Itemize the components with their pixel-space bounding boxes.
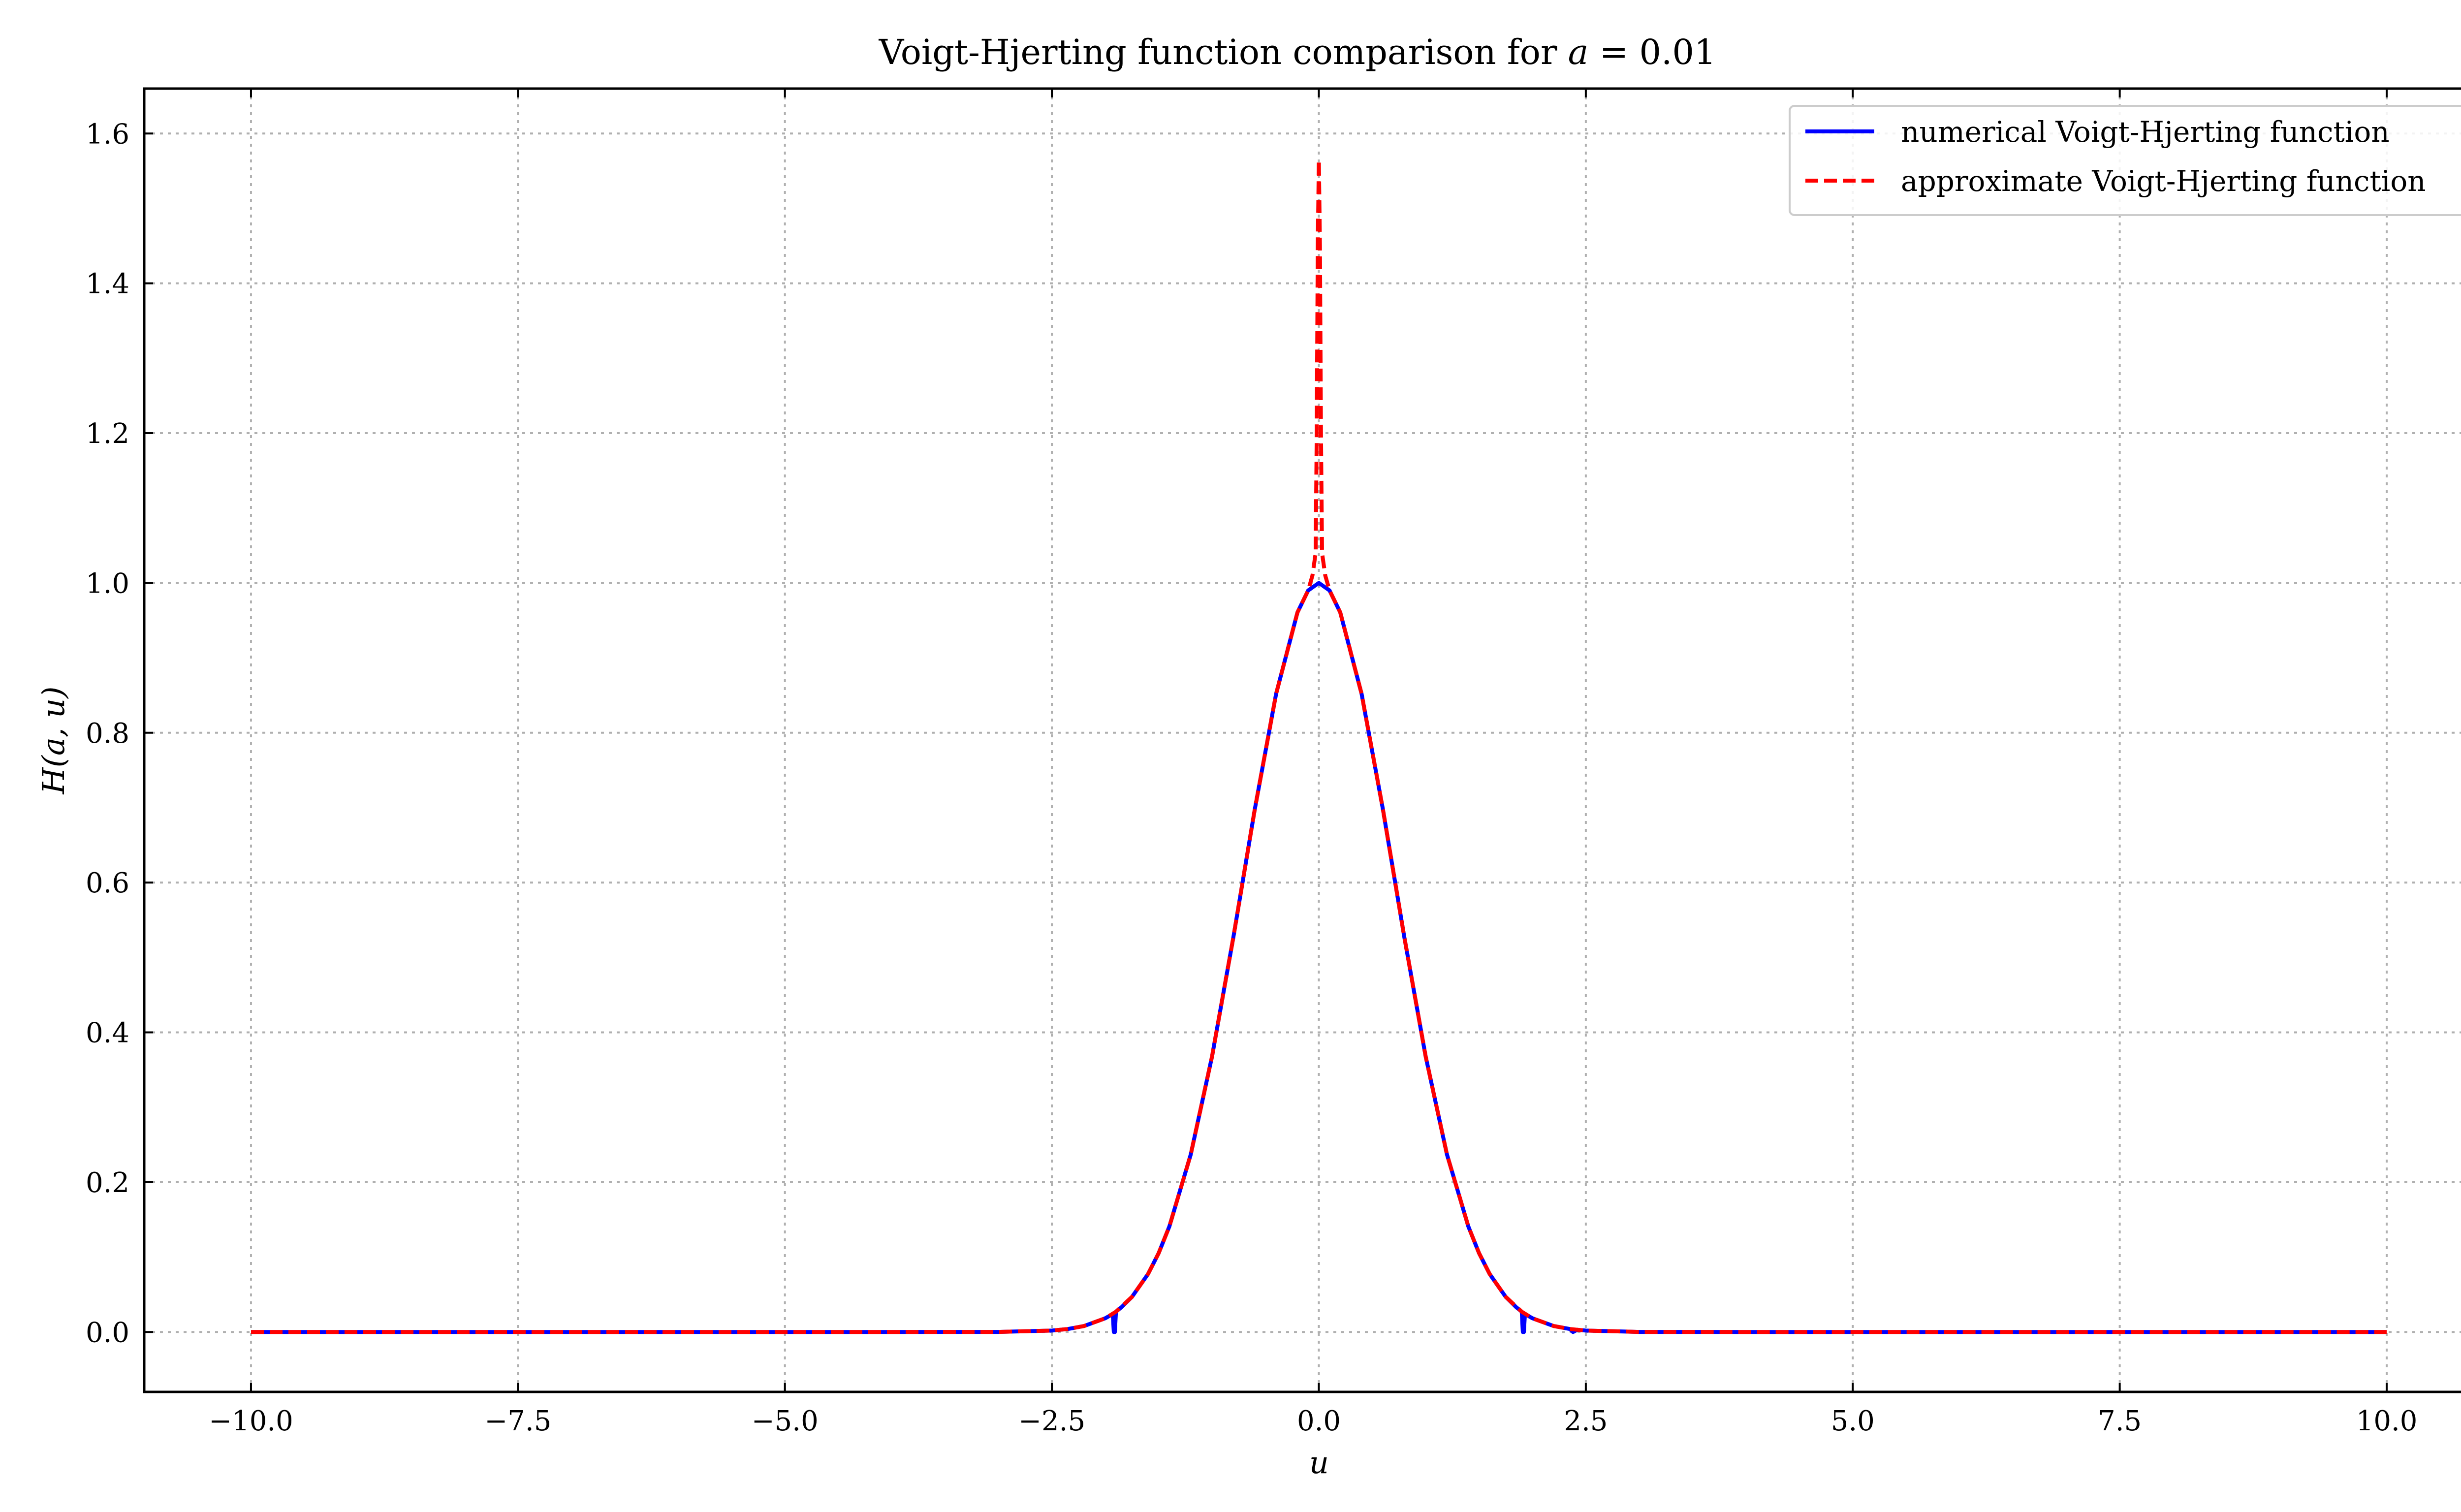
y-tick-label: 0.8	[86, 718, 129, 750]
x-tick-label: −5.0	[752, 1405, 819, 1437]
x-tick-label: 7.5	[2098, 1405, 2142, 1437]
legend-box	[1789, 105, 2461, 216]
y-tick-label: 1.4	[86, 268, 129, 300]
x-tick-label: 10.0	[2356, 1405, 2418, 1437]
series-group	[251, 158, 2387, 1334]
y-tick-label: 1.2	[86, 418, 129, 450]
x-tick-label: −10.0	[209, 1405, 293, 1437]
y-tick-label: 0.2	[86, 1167, 129, 1199]
y-tick-label: 0.0	[86, 1317, 129, 1349]
x-tick-label: 0.0	[1297, 1405, 1341, 1437]
x-tick-label: −2.5	[1018, 1405, 1085, 1437]
x-tick-label: 5.0	[1831, 1405, 1875, 1437]
x-tick-label: 2.5	[1564, 1405, 1608, 1437]
y-tick-label: 0.4	[86, 1017, 129, 1049]
x-tick-label: −7.5	[484, 1405, 551, 1437]
x-axis-label: u	[1309, 1445, 1329, 1480]
chart-title-var: a	[1568, 32, 1589, 72]
series-line-numerical	[251, 581, 2387, 1334]
chart-title: Voigt-Hjerting function comparison for a…	[879, 32, 1716, 72]
ticks: −10.0 −7.5 −5.0 −2.5 0.0 2.5 5.0 7.5 10.0 0.0 0.2 0…	[86, 89, 2418, 1437]
y-tick-label: 0.6	[86, 867, 129, 899]
y-tick-label: 1.6	[86, 118, 129, 150]
series-line-approximate	[251, 158, 2387, 1334]
y-axis-label: H(a, u)	[35, 687, 71, 795]
legend: numerical Voigt-Hjerting function approx…	[1789, 105, 2461, 216]
y-tick-label: 1.0	[86, 567, 129, 599]
chart-title-suffix: = 0.01	[1588, 32, 1716, 72]
chart-title-prefix: Voigt-Hjerting function comparison for	[879, 32, 1568, 72]
legend-label-approximate: approximate Voigt-Hjerting function	[1901, 164, 2426, 198]
legend-label-numerical: numerical Voigt-Hjerting function	[1901, 115, 2390, 149]
